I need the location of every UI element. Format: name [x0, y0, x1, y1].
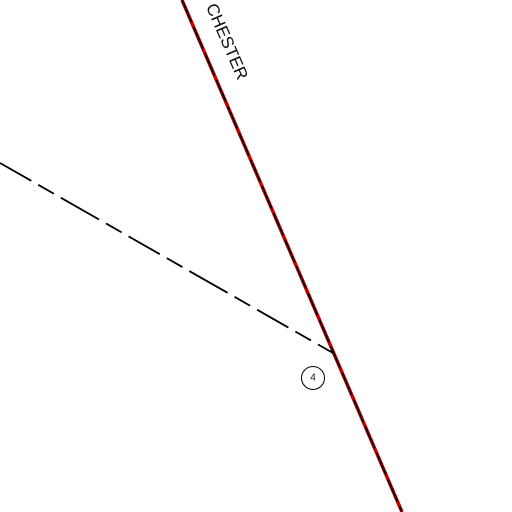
boundary-dash — [181, 0, 403, 512]
parcel-line — [0, 162, 334, 354]
marker-circle — [301, 366, 325, 390]
marker-label: 4 — [310, 373, 316, 384]
